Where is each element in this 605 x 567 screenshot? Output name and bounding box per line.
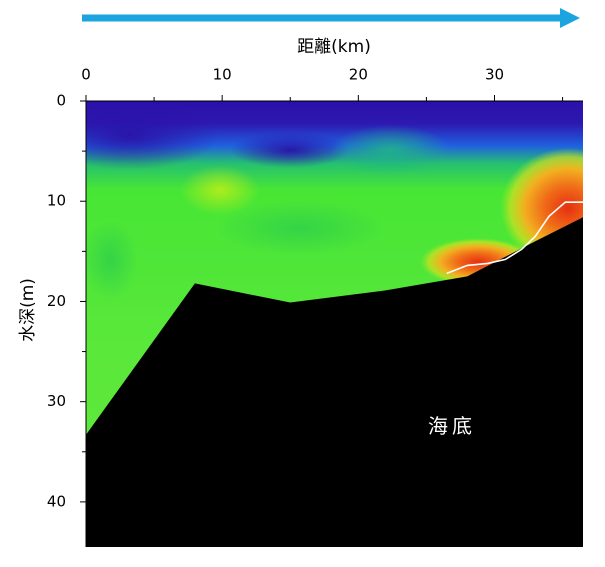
heatmap-dark-green-patch (215, 200, 385, 256)
heatmap-teal-patch (330, 125, 450, 175)
x-tick-label: 30 (485, 66, 504, 84)
x-tick-label: 10 (213, 66, 232, 84)
y-tick-label: 20 (47, 292, 66, 310)
axes: 0 10 20 30 0 10 20 30 40 (47, 66, 583, 547)
direction-arrow (82, 8, 580, 28)
heatmap-blue-dip (86, 101, 220, 170)
heatmap-blue-dip (230, 132, 350, 168)
heatmap-dark-green-patch (86, 220, 138, 300)
x-axis-title: 距離(km) (297, 37, 371, 57)
seabed-label: 海底 (428, 414, 476, 438)
seabed (86, 217, 583, 547)
direction-arrow-head (560, 8, 580, 28)
heatmap-yellow-patch (180, 165, 260, 215)
contour-line (446, 201, 583, 275)
y-tick-label: 40 (47, 492, 66, 510)
y-axis-title: 水深(m) (18, 278, 38, 342)
x-tick-label: 20 (349, 66, 368, 84)
x-tick-label: 0 (81, 66, 91, 84)
plot-area (86, 101, 583, 547)
y-tick-label: 10 (47, 192, 66, 210)
y-tick-label: 30 (47, 392, 66, 410)
y-tick-label: 0 (56, 92, 66, 110)
